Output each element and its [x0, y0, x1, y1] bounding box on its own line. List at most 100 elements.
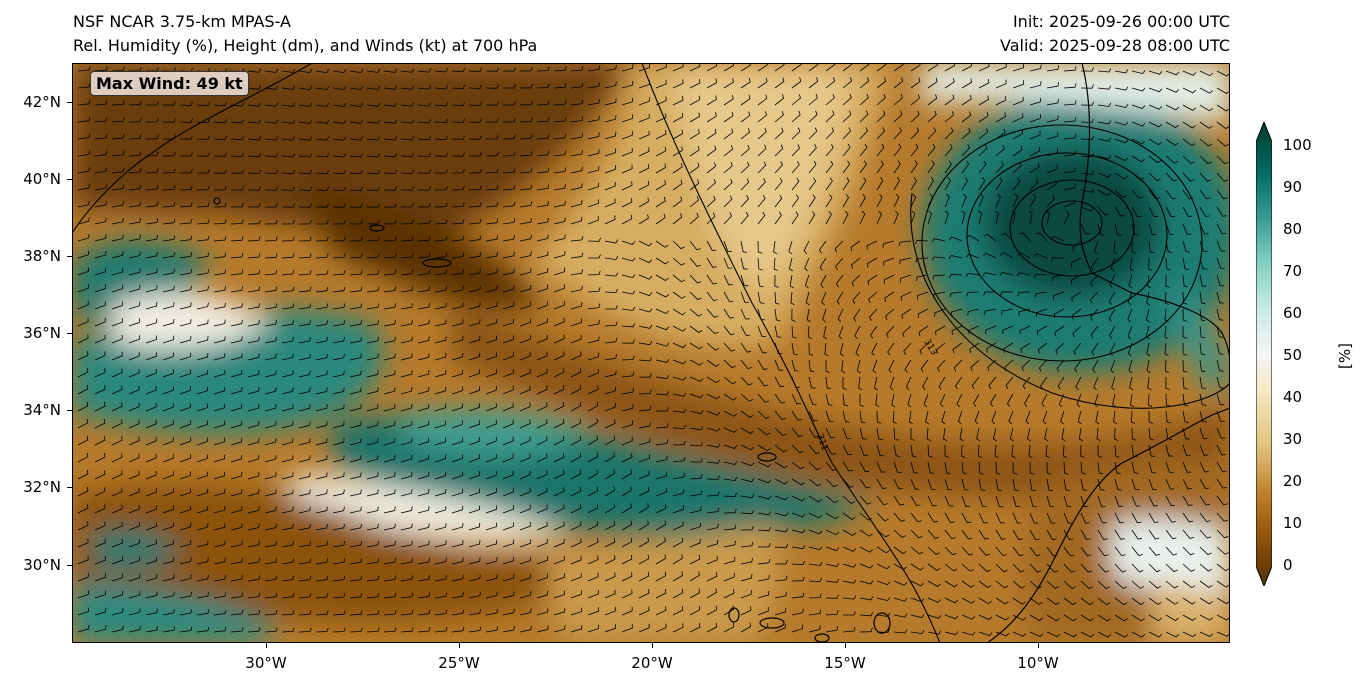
wind-barb [502, 352, 514, 361]
wind-barb [876, 529, 890, 538]
wind-barb [672, 274, 686, 283]
wind-barb [995, 128, 1006, 140]
wind-barb [536, 100, 550, 106]
wind-barb [1029, 146, 1041, 157]
wind-barb [94, 470, 106, 480]
wind-barb [213, 369, 226, 378]
wind-barb [842, 77, 853, 89]
wind-barb [1148, 189, 1160, 200]
wind-barb [451, 488, 464, 497]
wind-barb [1063, 512, 1073, 524]
wind-barb [1165, 155, 1179, 164]
wind-barb [927, 495, 937, 507]
wind-barb [400, 558, 413, 565]
wind-barb [196, 285, 209, 293]
wind-barb [519, 402, 531, 412]
wind-barb [162, 505, 174, 514]
wind-barb [502, 522, 514, 531]
wind-barb [723, 573, 735, 582]
wind-barb [910, 110, 920, 123]
wind-barb [706, 393, 721, 400]
wind-barb [638, 405, 652, 412]
wind-barb [519, 268, 532, 276]
wind-barb [417, 437, 430, 446]
wind-barb [94, 573, 106, 582]
wind-barb [1001, 308, 1014, 316]
wind-barb [1216, 478, 1227, 489]
wind-barb [1080, 153, 1095, 158]
wind-barb [621, 198, 633, 208]
wind-barb [672, 554, 683, 565]
wind-barb [1182, 223, 1192, 235]
wind-barb [230, 523, 243, 531]
wind-barb [991, 410, 997, 425]
wind-barb [876, 77, 887, 89]
wind-barb [502, 591, 515, 599]
wind-barb [1131, 461, 1139, 474]
wind-barb [315, 85, 330, 91]
wind-barb [876, 512, 889, 522]
wind-barb [281, 438, 294, 446]
wind-barb [502, 419, 514, 429]
wind-barb [876, 127, 885, 140]
wind-barb [948, 273, 963, 279]
wind-barb [689, 308, 703, 317]
wind-barb [1165, 87, 1180, 93]
wind-barb [315, 102, 330, 107]
wind-barb [366, 575, 380, 582]
wind-barb [1114, 597, 1128, 606]
wind-barb [791, 211, 799, 225]
wind-barb [298, 541, 311, 548]
wind-barb [1165, 410, 1172, 424]
wind-barb [213, 152, 227, 157]
wind-barb [332, 472, 345, 480]
wind-barb [332, 320, 346, 327]
wind-barb [1131, 223, 1139, 236]
wind-barb [825, 512, 839, 520]
wind-barb [298, 186, 312, 191]
wind-barb [740, 342, 752, 353]
wind-barb [723, 63, 734, 72]
wind-barb [1182, 444, 1191, 457]
wind-barb [995, 614, 1010, 621]
wind-barb [366, 370, 379, 378]
wind-barb [808, 110, 818, 123]
wind-barb [1029, 631, 1044, 637]
wind-barb [1046, 614, 1060, 622]
wind-barb [621, 572, 633, 582]
wind-barb [970, 359, 980, 372]
wind-barb [868, 291, 878, 304]
wind-barb [247, 119, 262, 124]
wind-barb [1182, 376, 1188, 390]
wind-barb [94, 385, 106, 395]
wind-barb [1029, 529, 1040, 541]
wind-barb [723, 492, 737, 498]
wind-barb [128, 368, 140, 378]
wind-barb [162, 168, 176, 174]
wind-barb [1046, 148, 1059, 157]
wind-barb [264, 169, 278, 175]
wind-barb [740, 359, 752, 370]
wind-barb [349, 592, 363, 599]
wind-barb [281, 219, 295, 225]
wind-barb [859, 177, 867, 191]
wind-barb [808, 593, 822, 599]
wind-barb [825, 177, 833, 191]
wind-barb [383, 387, 396, 395]
wind-barb [502, 574, 515, 582]
wind-barb [740, 308, 750, 320]
wind-barb [162, 522, 175, 531]
wind-barb [638, 63, 651, 72]
wind-barb [757, 376, 769, 387]
wind-barb [820, 274, 827, 288]
wind-barb [570, 590, 582, 599]
wind-barb [519, 134, 533, 140]
colorbar-unit: [%] [1336, 343, 1354, 369]
wind-barb [723, 325, 735, 336]
wind-barb [434, 236, 448, 242]
wind-barb [553, 66, 567, 72]
wind-barb [1080, 546, 1092, 557]
wind-barb [791, 608, 804, 616]
wind-barb [910, 580, 925, 587]
wind-barb [821, 291, 827, 306]
